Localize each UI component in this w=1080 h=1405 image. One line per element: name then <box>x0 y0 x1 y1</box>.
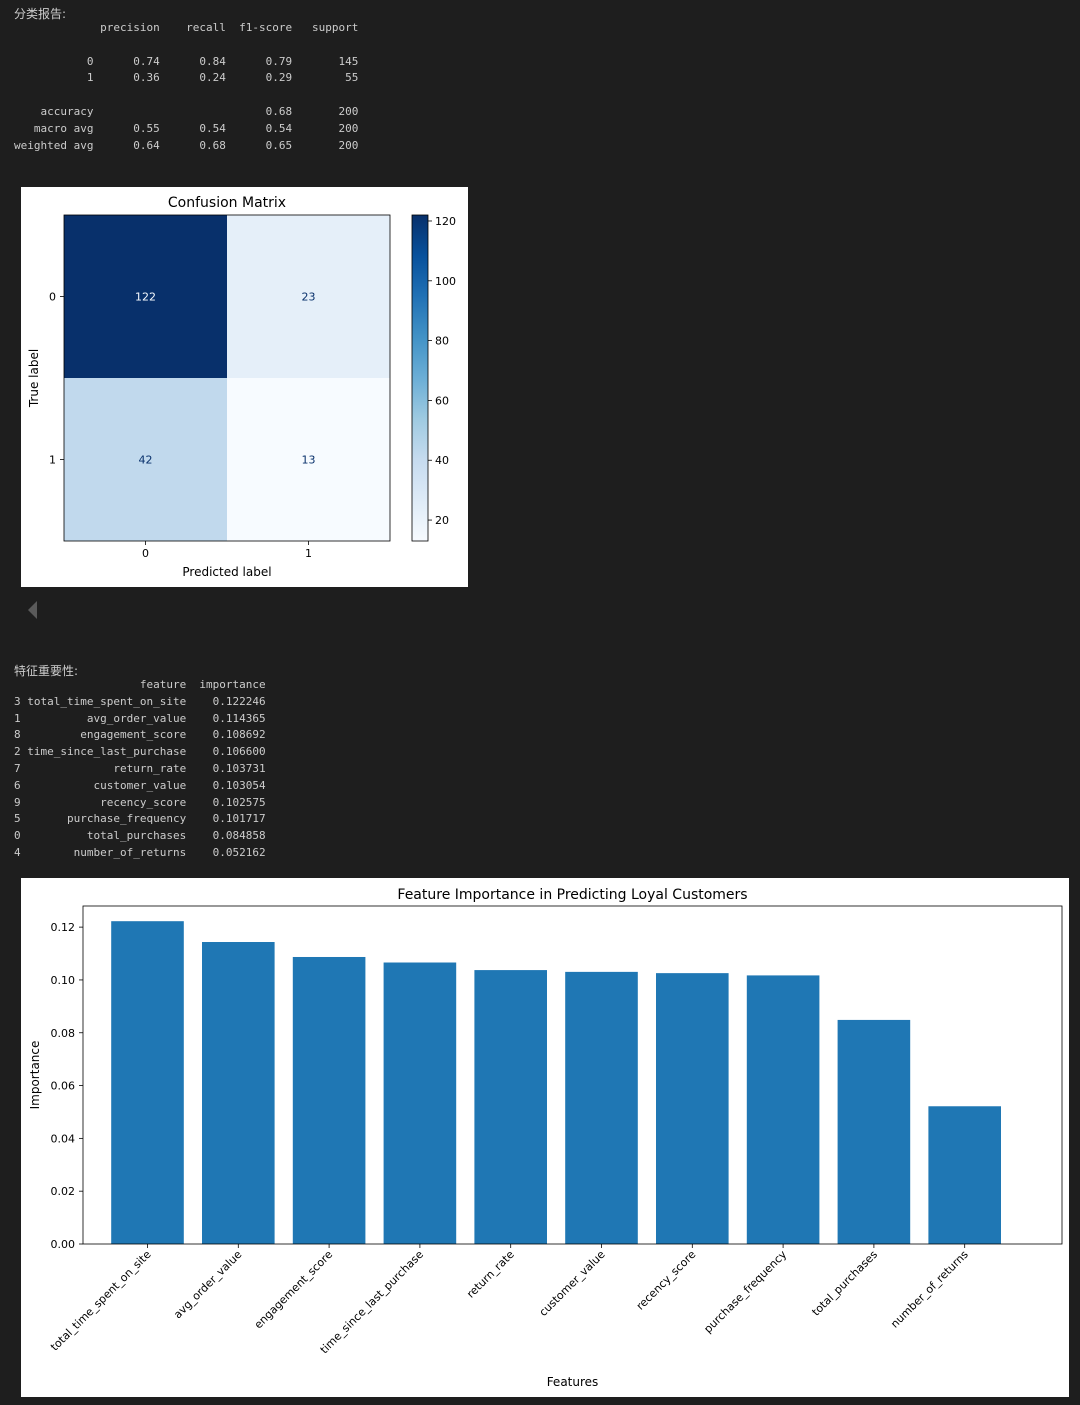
y-tick-label: 0.02 <box>51 1185 76 1198</box>
feature-importance-table: feature importance 3 total_time_spent_on_… <box>14 677 266 862</box>
x-tick-label: total_time_spent_on_site <box>48 1248 154 1354</box>
colorbar-tick-label: 120 <box>435 215 456 228</box>
colorbar-tick-label: 60 <box>435 394 449 407</box>
confusion-cell <box>227 215 390 378</box>
x-tick-label: total_purchases <box>809 1248 880 1319</box>
confusion-xlabel: Predicted label <box>182 565 271 579</box>
confusion-cell <box>64 378 227 541</box>
importance-table-row: 5 purchase_frequency 0.101717 <box>14 812 266 826</box>
feature-importance-chart: Feature Importance in Predicting Loyal C… <box>28 887 1063 1389</box>
confusion-cell-value: 23 <box>302 291 316 304</box>
x-tick-label: avg_order_value <box>171 1248 244 1321</box>
importance-table-row: 2 time_since_last_purchase 0.106600 <box>14 745 266 759</box>
confusion-cell-value: 122 <box>135 291 156 304</box>
confusion-cell-value: 42 <box>139 454 153 467</box>
y-tick-label: 0.06 <box>51 1080 76 1093</box>
confusion-cell <box>227 378 390 541</box>
x-tick-label: return_rate <box>464 1248 517 1301</box>
y-tick-label: 0.12 <box>51 921 76 934</box>
importance-table-row: 1 avg_order_value 0.114365 <box>14 711 266 725</box>
y-tick-label: 0.04 <box>51 1132 76 1145</box>
x-tick-label: time_since_last_purchase <box>318 1248 427 1357</box>
colorbar-tick-label: 100 <box>435 275 456 288</box>
importance-table-row: 8 engagement_score 0.108692 <box>14 728 266 742</box>
y-tick-label: 0.08 <box>51 1027 76 1040</box>
report-row: 0 0.74 0.84 0.79 145 <box>14 54 359 68</box>
bar <box>474 970 547 1244</box>
importance-table-row: 3 total_time_spent_on_site 0.122246 <box>14 694 266 708</box>
report-row <box>14 87 358 104</box>
bar <box>565 971 638 1244</box>
colorbar-tick-label: 20 <box>435 514 449 527</box>
x-tick-label: purchase_frequency <box>701 1248 789 1336</box>
chart-ylabel: Importance <box>28 1041 42 1110</box>
x-tick-label: recency_score <box>634 1248 699 1313</box>
x-tick-label: 1 <box>305 547 312 560</box>
importance-table-row: 7 return_rate 0.103731 <box>14 761 266 775</box>
y-tick-label: 1 <box>49 454 56 467</box>
feature-importance-card: Feature Importance in Predicting Loyal C… <box>21 878 1069 1397</box>
importance-table-row: 0 total_purchases 0.084858 <box>14 829 266 843</box>
bar <box>656 973 729 1244</box>
importance-table-row: 4 number_of_returns 0.052162 <box>14 845 266 859</box>
report-row: weighted avg 0.64 0.68 0.65 200 <box>14 138 359 152</box>
x-tick-label: number_of_returns <box>888 1248 971 1331</box>
bar <box>111 921 184 1244</box>
x-tick-label: customer_value <box>537 1248 608 1319</box>
chart-title: Feature Importance in Predicting Loyal C… <box>397 887 747 903</box>
x-tick-label: engagement_score <box>252 1248 336 1332</box>
report-heading: 分类报告: <box>14 7 67 21</box>
confusion-cell-value: 13 <box>302 454 316 467</box>
report-row: accuracy 0.68 200 <box>14 104 359 118</box>
confusion-ylabel: True label <box>27 349 41 408</box>
y-tick-label: 0 <box>49 291 56 304</box>
y-tick-label: 0.00 <box>51 1238 76 1251</box>
confusion-axes-frame <box>63 214 391 542</box>
importance-table-row: 6 customer_value 0.103054 <box>14 778 266 792</box>
chart-xlabel: Features <box>547 1375 599 1389</box>
report-header: precision recall f1-score support <box>14 21 359 34</box>
bar <box>383 962 457 1244</box>
y-tick-label: 0.10 <box>51 974 76 987</box>
confusion-cell <box>64 215 227 378</box>
colorbar-tick-label: 80 <box>435 335 449 348</box>
report-row: macro avg 0.55 0.54 0.54 200 <box>14 121 359 135</box>
colorbar-tick-label: 40 <box>435 454 449 467</box>
colorbar <box>411 214 429 542</box>
importance-heading: 特征重要性: <box>14 664 79 678</box>
report-row: 1 0.36 0.24 0.29 55 <box>14 71 359 85</box>
importance-table-header: feature importance <box>14 678 266 691</box>
report-blank <box>14 37 358 54</box>
x-tick-label: 0 <box>142 547 149 560</box>
classification-report: precision recall f1-score support 0 0.74… <box>14 20 358 154</box>
bar <box>837 1019 911 1244</box>
bar <box>202 942 275 1244</box>
bar <box>928 1106 1001 1244</box>
importance-table-row: 9 recency_score 0.102575 <box>14 795 266 809</box>
collapse-output-icon[interactable] <box>28 601 37 619</box>
bar <box>746 975 820 1244</box>
confusion-matrix-card: Confusion Matrix 122 23 42 13 0 0 1 1 Predicted l… <box>21 187 468 587</box>
chart-axes-frame <box>82 905 1063 1245</box>
confusion-title: Confusion Matrix <box>168 195 286 211</box>
confusion-matrix-plot: Confusion Matrix 122 23 42 13 0 0 1 1 Predicted l… <box>27 195 456 579</box>
bar <box>292 956 366 1244</box>
